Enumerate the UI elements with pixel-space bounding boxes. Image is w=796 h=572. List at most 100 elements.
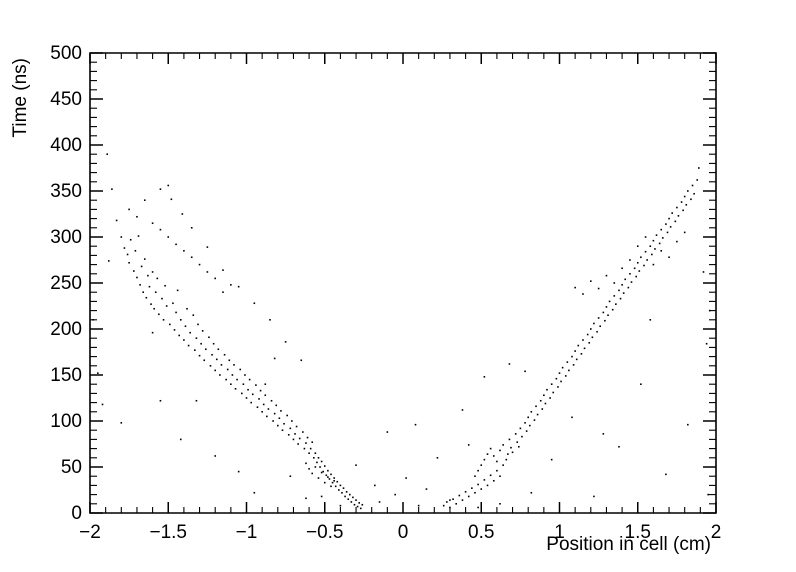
data-point xyxy=(550,383,553,385)
data-point xyxy=(658,242,661,245)
data-point xyxy=(708,309,711,312)
data-point xyxy=(233,364,235,366)
data-point xyxy=(225,378,227,381)
data-point xyxy=(140,265,143,268)
data-point xyxy=(327,476,329,478)
data-point xyxy=(602,433,605,435)
data-point xyxy=(154,291,157,293)
data-point xyxy=(654,248,656,250)
data-point xyxy=(165,305,168,307)
data-point xyxy=(203,359,206,362)
data-point xyxy=(305,497,307,500)
data-point xyxy=(442,504,445,507)
data-point xyxy=(640,256,642,259)
data-point xyxy=(316,461,318,464)
data-point xyxy=(607,314,609,316)
data-point xyxy=(294,433,296,435)
data-point xyxy=(336,480,339,483)
data-point xyxy=(378,501,381,503)
data-point xyxy=(644,236,647,238)
data-point xyxy=(178,334,181,337)
data-point xyxy=(461,409,464,411)
data-point xyxy=(452,498,454,500)
data-point xyxy=(374,484,376,487)
data-point xyxy=(355,499,357,501)
data-point xyxy=(629,273,631,275)
data-point xyxy=(486,453,489,455)
data-point xyxy=(286,414,288,417)
data-point xyxy=(159,228,162,231)
data-point xyxy=(261,411,263,413)
data-point xyxy=(361,503,364,506)
data-point xyxy=(477,483,479,486)
data-point xyxy=(270,399,273,402)
data-point xyxy=(665,473,667,476)
data-point xyxy=(300,359,303,362)
data-point xyxy=(348,493,351,496)
data-point xyxy=(181,213,184,215)
data-point xyxy=(201,330,204,332)
data-point xyxy=(275,404,278,407)
data-point xyxy=(676,206,678,209)
data-point xyxy=(477,506,479,509)
data-point xyxy=(317,477,320,479)
data-point xyxy=(153,307,155,310)
data-point xyxy=(242,383,245,385)
data-point xyxy=(480,464,483,466)
data-point xyxy=(222,291,224,293)
data-point xyxy=(627,286,630,289)
data-point xyxy=(273,412,276,415)
data-point xyxy=(197,323,199,326)
data-point xyxy=(330,485,332,488)
data-point xyxy=(311,472,314,475)
data-point xyxy=(142,291,145,293)
data-point xyxy=(530,411,533,413)
data-point xyxy=(333,480,335,482)
x-tick-label: 1.5 xyxy=(625,522,651,543)
data-point xyxy=(267,408,270,410)
data-point xyxy=(394,493,396,496)
data-point xyxy=(92,319,94,321)
data-point xyxy=(574,350,576,352)
data-point xyxy=(323,481,326,484)
data-point xyxy=(289,427,292,430)
data-point xyxy=(636,261,639,264)
data-point xyxy=(633,267,636,270)
data-point xyxy=(676,240,678,243)
data-point xyxy=(552,391,555,394)
data-point xyxy=(308,468,310,470)
data-point xyxy=(597,317,600,319)
data-point xyxy=(496,460,498,463)
x-tick-label: −1 xyxy=(236,522,258,543)
data-point xyxy=(593,495,595,498)
data-point xyxy=(159,399,162,402)
data-point xyxy=(190,256,193,259)
data-point xyxy=(602,311,605,314)
data-point xyxy=(248,378,251,381)
data-point xyxy=(477,469,479,472)
data-point xyxy=(330,473,332,476)
data-point xyxy=(674,220,677,223)
data-point xyxy=(649,319,652,321)
data-point xyxy=(120,422,123,424)
data-point xyxy=(325,474,328,477)
data-point xyxy=(541,408,544,410)
data-point xyxy=(464,491,467,493)
data-point xyxy=(237,470,240,473)
data-point xyxy=(237,285,240,288)
data-point xyxy=(536,413,539,416)
data-point xyxy=(702,271,705,273)
data-point xyxy=(314,466,317,468)
data-point xyxy=(334,485,337,488)
y-tick-label: 250 xyxy=(50,273,82,294)
data-point xyxy=(314,452,317,454)
data-point xyxy=(278,417,281,420)
plot-frame xyxy=(89,52,717,514)
data-point xyxy=(605,306,608,308)
data-point xyxy=(613,282,616,284)
data-point xyxy=(167,184,170,187)
data-point xyxy=(195,337,198,339)
data-point xyxy=(568,369,570,372)
data-point xyxy=(355,464,357,466)
data-point xyxy=(128,208,130,211)
